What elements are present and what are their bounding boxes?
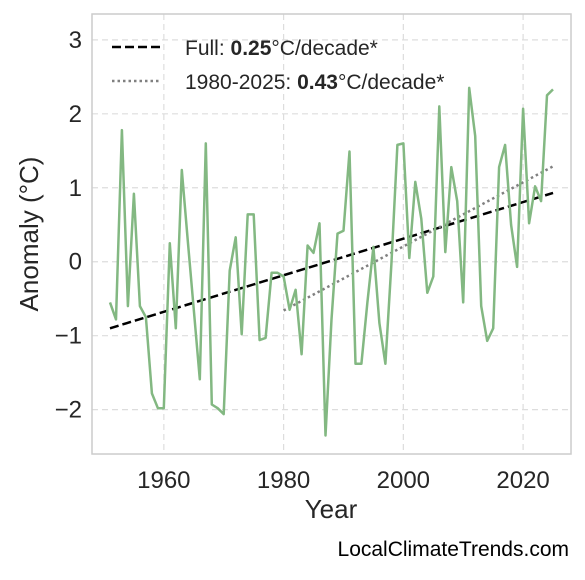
- anomaly-series-line: [108, 86, 554, 437]
- grid: [92, 14, 571, 454]
- x-tick-label: 2000: [377, 467, 430, 494]
- y-axis-label: Anomaly (°C): [14, 157, 44, 312]
- x-tick-label: 1960: [137, 467, 190, 494]
- series-layer: [108, 86, 554, 437]
- x-axis-label: Year: [305, 494, 358, 524]
- plot-frame: [91, 13, 572, 455]
- legend-recent-prefix: 1980-2025:: [185, 71, 297, 94]
- y-tick-label: 2: [69, 101, 82, 128]
- y-tick-label: 0: [69, 249, 82, 276]
- y-tick-label: 3: [69, 27, 82, 54]
- y-tick-label: 1: [69, 175, 82, 202]
- legend: Full: 0.25°C/decade* 1980-2025: 0.43°C/d…: [112, 37, 444, 94]
- legend-recent-suffix: °C/decade*: [338, 71, 444, 94]
- legend-recent-rate: 0.43: [297, 71, 338, 94]
- x-tick-label: 2020: [496, 467, 549, 494]
- legend-recent-trend-label: 1980-2025: 0.43°C/decade*: [185, 71, 444, 94]
- plot-background: [92, 14, 571, 454]
- x-tick-labels: 1960 1980 2000 2020: [137, 467, 550, 494]
- legend-full-trend-label: Full: 0.25°C/decade*: [185, 37, 378, 60]
- legend-full-prefix: Full:: [185, 37, 231, 60]
- legend-full-rate: 0.25: [231, 37, 272, 60]
- y-tick-label: −2: [55, 397, 82, 424]
- y-tick-labels: 3 2 1 0 −1 −2: [55, 27, 82, 424]
- x-tick-label: 1980: [257, 467, 310, 494]
- legend-full-suffix: °C/decade*: [271, 37, 377, 60]
- site-watermark: LocalClimateTrends.com: [337, 538, 569, 561]
- y-tick-label: −1: [55, 323, 82, 350]
